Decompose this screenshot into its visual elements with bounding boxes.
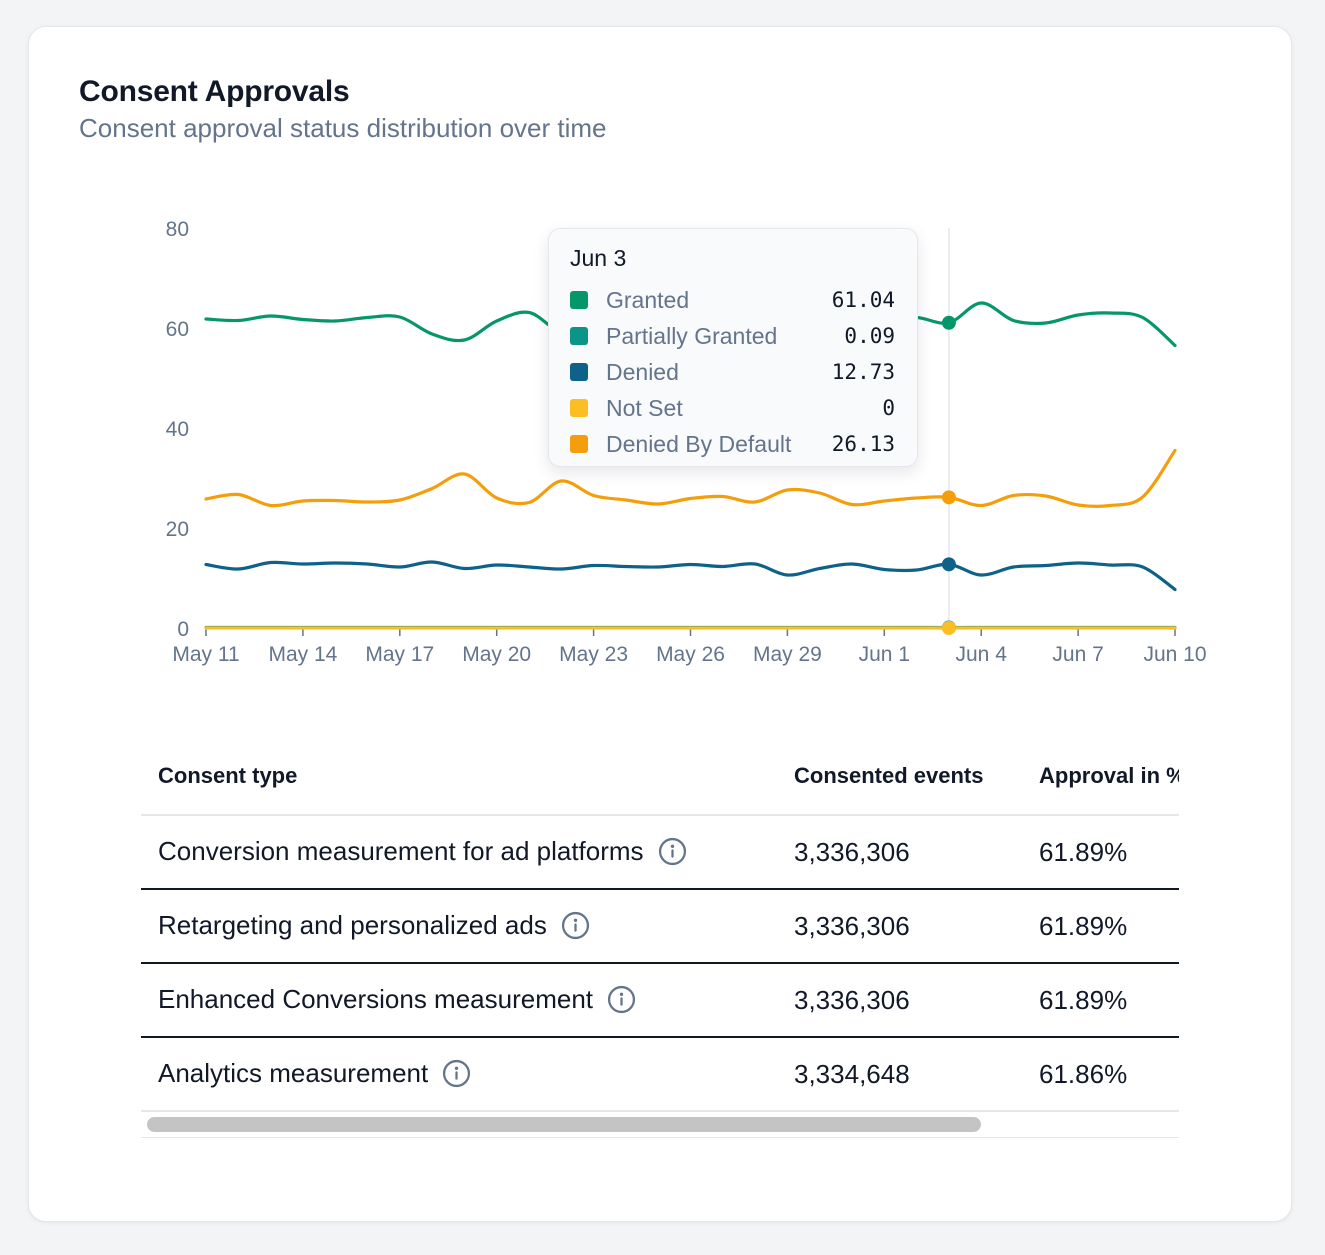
x-tick-label: May 14 bbox=[268, 643, 337, 666]
tooltip-row: Denied 12.73 bbox=[570, 354, 895, 390]
chart-tooltip: Jun 3 Granted 61.04 Partially Granted 0.… bbox=[548, 228, 918, 467]
x-tick-label: Jun 7 bbox=[1052, 643, 1103, 666]
tooltip-row: Denied By Default 26.13 bbox=[570, 426, 895, 462]
tooltip-label: Granted bbox=[606, 286, 690, 313]
tooltip-date: Jun 3 bbox=[570, 245, 627, 271]
card-title: Consent Approvals bbox=[79, 75, 350, 108]
x-tick-label: Jun 1 bbox=[859, 643, 910, 666]
legend-swatch-partially-granted bbox=[570, 327, 588, 345]
consented-events-cell: 3,334,648 bbox=[777, 1037, 1022, 1112]
hover-point-granted bbox=[941, 315, 956, 330]
consent-type-cell: Enhanced Conversions measurement bbox=[141, 963, 777, 1038]
x-tick-label: Jun 4 bbox=[956, 643, 1008, 666]
table-header-row: Consent type Consented events Approval i… bbox=[141, 737, 1179, 816]
legend-swatch-granted bbox=[570, 291, 588, 309]
x-tick-label: May 20 bbox=[462, 643, 531, 666]
info-icon[interactable] bbox=[442, 1059, 471, 1088]
hover-point-denied bbox=[941, 557, 956, 572]
x-tick-label: May 23 bbox=[559, 643, 628, 666]
x-tick-label: May 29 bbox=[753, 643, 822, 666]
approval-cell: 61.89% bbox=[1022, 963, 1179, 1038]
card-subtitle: Consent approval status distribution ove… bbox=[79, 113, 607, 143]
tooltip-row: Granted 61.04 bbox=[570, 282, 895, 318]
x-tick-label: Jun 10 bbox=[1143, 643, 1206, 666]
y-tick-label: 60 bbox=[166, 318, 189, 341]
tooltip-value: 12.73 bbox=[831, 360, 895, 384]
y-tick-label: 20 bbox=[166, 518, 189, 541]
x-tick-label: May 26 bbox=[656, 643, 725, 666]
column-header-approval[interactable]: Approval in % bbox=[1022, 737, 1179, 816]
consent-type-cell: Analytics measurement bbox=[141, 1037, 777, 1112]
info-icon[interactable] bbox=[561, 911, 590, 940]
x-tick-label: May 11 bbox=[172, 643, 239, 666]
legend-swatch-denied-by-default bbox=[570, 435, 588, 453]
series-line-denied-by-default bbox=[204, 448, 1177, 508]
tooltip-value: 0.09 bbox=[844, 324, 895, 348]
approval-cell: 61.89% bbox=[1022, 889, 1179, 964]
consented-events-cell: 3,336,306 bbox=[777, 889, 1022, 964]
column-header-consented-events[interactable]: Consented events bbox=[777, 737, 1022, 816]
consented-events-cell: 3,336,306 bbox=[777, 963, 1022, 1038]
tooltip-label: Denied By Default bbox=[606, 430, 792, 457]
scrollbar-thumb[interactable] bbox=[147, 1117, 981, 1132]
consent-type-label: Retargeting and personalized ads bbox=[158, 910, 547, 941]
y-tick-label: 0 bbox=[177, 618, 189, 641]
info-icon[interactable] bbox=[658, 837, 687, 866]
table-row: Conversion measurement for ad platforms … bbox=[141, 815, 1179, 890]
consented-events-cell: 3,336,306 bbox=[777, 815, 1022, 890]
consent-type-cell: Retargeting and personalized ads bbox=[141, 889, 777, 964]
info-icon[interactable] bbox=[607, 985, 636, 1014]
y-tick-label: 40 bbox=[166, 418, 189, 441]
tooltip-row: Not Set 0 bbox=[570, 390, 895, 426]
approval-cell: 61.86% bbox=[1022, 1037, 1179, 1112]
tooltip-label: Not Set bbox=[606, 394, 683, 421]
horizontal-scrollbar[interactable] bbox=[141, 1108, 1179, 1138]
consent-type-label: Conversion measurement for ad platforms bbox=[158, 836, 644, 867]
tooltip-row: Partially Granted 0.09 bbox=[570, 318, 895, 354]
approval-cell: 61.89% bbox=[1022, 815, 1179, 890]
hover-point-not-set bbox=[941, 621, 956, 635]
column-header-consent-type[interactable]: Consent type bbox=[141, 737, 777, 816]
table-row: Enhanced Conversions measurement 3,336,3… bbox=[141, 963, 1179, 1038]
consent-type-cell: Conversion measurement for ad platforms bbox=[141, 815, 777, 890]
hover-point-denied-by-default bbox=[941, 490, 956, 505]
series-line-denied bbox=[204, 560, 1177, 592]
x-tick-label: May 17 bbox=[365, 643, 434, 666]
consent-approvals-card: Consent Approvals Consent approval statu… bbox=[28, 26, 1292, 1222]
tooltip-value: 61.04 bbox=[831, 288, 895, 312]
consent-type-label: Analytics measurement bbox=[158, 1058, 429, 1089]
table-row: Analytics measurement 3,334,648 61.86% bbox=[141, 1037, 1179, 1112]
tooltip-label: Denied bbox=[606, 358, 679, 385]
tooltip-label: Partially Granted bbox=[606, 322, 778, 349]
consent-table: Consent type Consented events Approval i… bbox=[141, 737, 1179, 1112]
table-row: Retargeting and personalized ads 3,336,3… bbox=[141, 889, 1179, 964]
tooltip-value: 26.13 bbox=[831, 432, 895, 456]
legend-swatch-not-set bbox=[570, 399, 588, 417]
tooltip-value: 0 bbox=[882, 396, 895, 420]
consent-table-scroll-container[interactable]: Consent type Consented events Approval i… bbox=[141, 737, 1179, 1112]
y-tick-label: 80 bbox=[166, 218, 189, 241]
legend-swatch-denied bbox=[570, 363, 588, 381]
consent-type-label: Enhanced Conversions measurement bbox=[158, 984, 594, 1015]
